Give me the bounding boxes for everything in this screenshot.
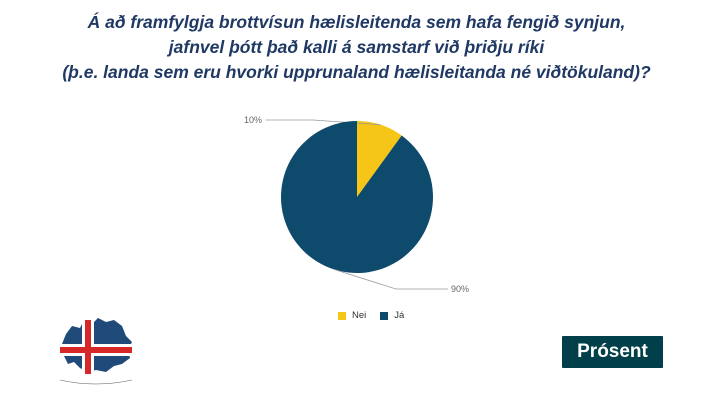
data-label-nei: 10% (244, 115, 262, 125)
chart-legend: Nei Já (338, 310, 404, 321)
legend-swatch-nei (338, 312, 346, 320)
thvert-a-flokka-logo (52, 306, 138, 390)
pie-slice-j (281, 121, 433, 273)
legend-item-nei: Nei (338, 310, 366, 321)
prosent-logo: Prósent (562, 336, 663, 368)
legend-label-nei: Nei (352, 310, 366, 321)
legend-item-ja: Já (380, 310, 404, 321)
data-label-j: 90% (451, 284, 469, 294)
legend-label-ja: Já (394, 310, 404, 321)
legend-swatch-ja (380, 312, 388, 320)
